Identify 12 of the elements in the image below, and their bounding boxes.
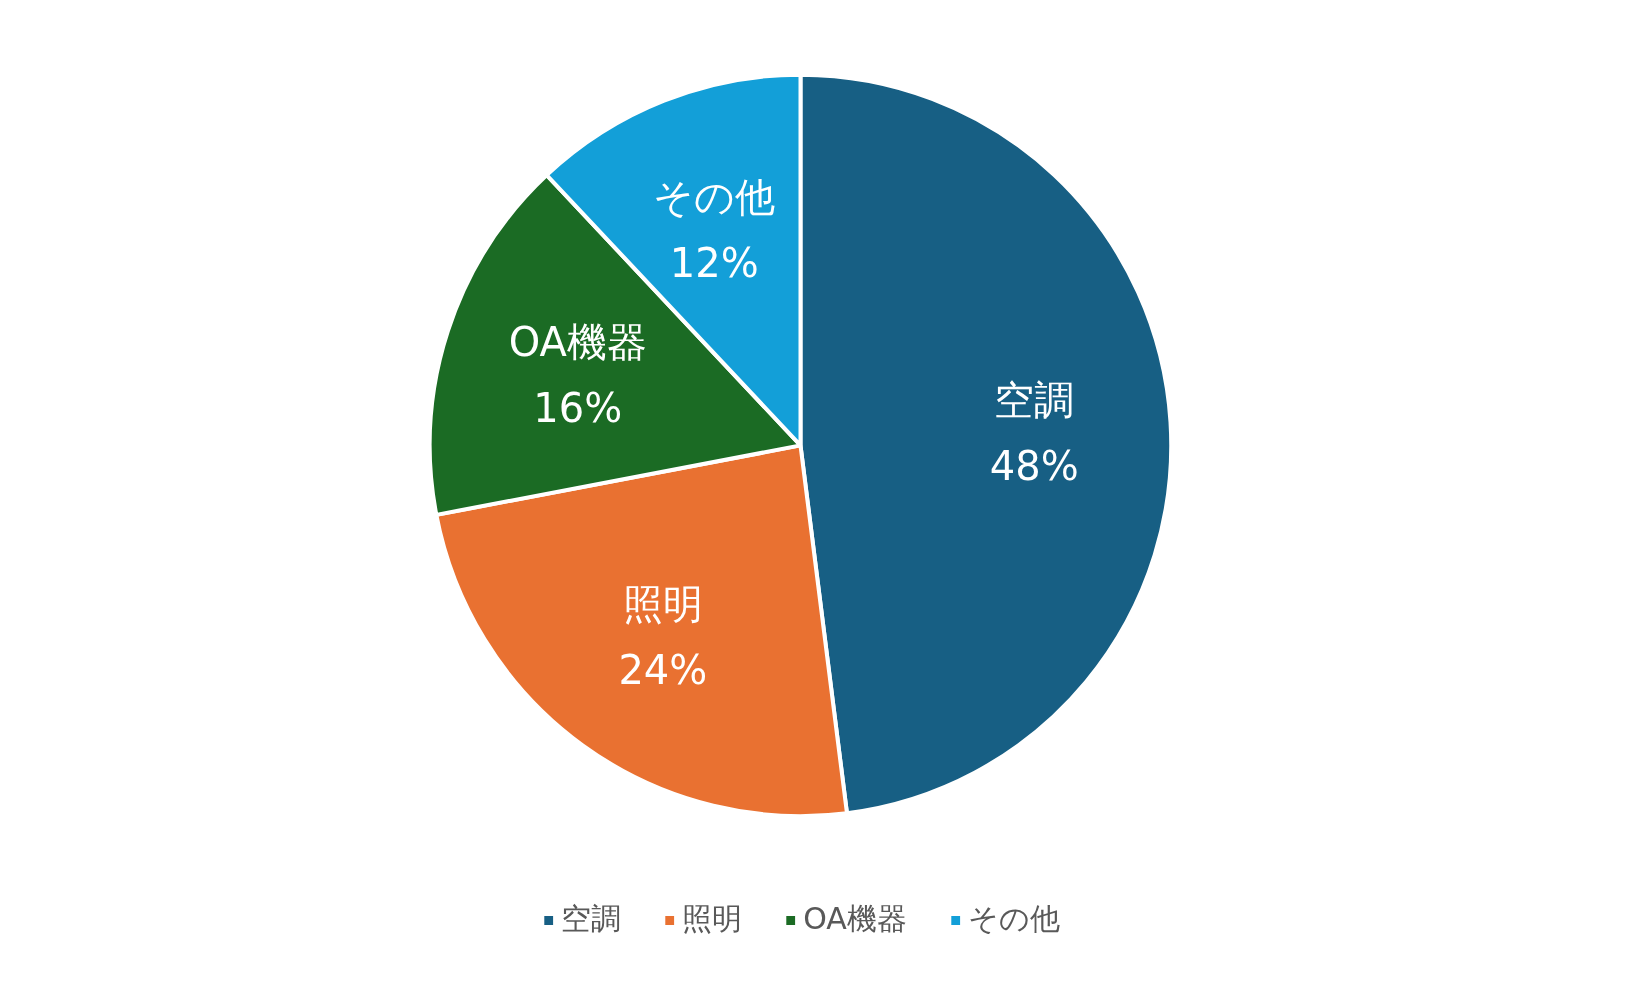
legend-label: 空調 [561,900,622,938]
slice-label: その他 [653,173,776,220]
data-label: 24% [618,646,708,693]
data-label: 48% [989,442,1079,489]
legend-label: OA機器 [803,900,907,938]
data-label: 16% [533,385,623,432]
slice-label: 空調 [994,376,1075,423]
slice-label: 照明 [622,580,703,627]
slice-label: OA機器 [508,319,647,366]
data-label: 12% [669,239,759,286]
legend-label: その他 [967,900,1060,938]
legend-label: 照明 [682,900,743,938]
